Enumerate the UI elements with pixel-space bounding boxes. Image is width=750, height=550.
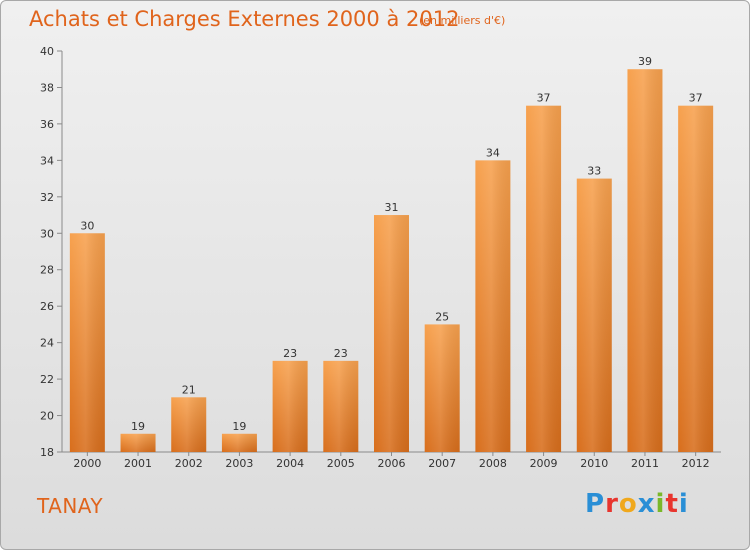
bar-shine: [576, 178, 612, 452]
bar: [171, 397, 207, 452]
x-tick-label: 2012: [682, 457, 710, 470]
bar: [475, 160, 511, 452]
data-label: 21: [182, 383, 196, 396]
data-label: 23: [283, 347, 297, 360]
bar-shine: [171, 397, 207, 452]
bar: [526, 105, 562, 452]
logo-letter: r: [605, 489, 619, 519]
y-tick-label: 30: [40, 227, 54, 240]
bar: [627, 69, 663, 453]
bar-shine: [374, 215, 409, 452]
bar-shine: [424, 324, 460, 452]
x-tick-label: 2003: [225, 457, 253, 470]
bar-shine: [323, 360, 359, 452]
bar: [576, 178, 612, 452]
logo-letter: i: [655, 489, 666, 519]
bar-shine: [526, 105, 562, 452]
data-label: 19: [232, 420, 246, 433]
y-tick-label: 38: [40, 81, 54, 94]
data-label: 19: [131, 420, 145, 433]
y-tick-label: 34: [40, 154, 54, 167]
x-tick-label: 2009: [530, 457, 558, 470]
y-tick-label: 36: [40, 118, 54, 131]
bar-shine: [475, 160, 511, 452]
x-tick-label: 2008: [479, 457, 507, 470]
x-tick-label: 2006: [378, 457, 406, 470]
x-tick-label: 2005: [327, 457, 355, 470]
data-label: 37: [537, 92, 551, 105]
x-tick-label: 2007: [428, 457, 456, 470]
axes: 18 20 22 24 26 28 30 32 34 36 38 40: [40, 45, 721, 459]
data-label: 25: [435, 310, 449, 323]
y-tick-label: 18: [40, 446, 54, 459]
x-tick-label: 2011: [631, 457, 659, 470]
y-tick-label: 26: [40, 300, 54, 313]
x-tick-label: 2010: [580, 457, 608, 470]
bar: [323, 360, 359, 452]
bar: [69, 233, 105, 452]
data-label: 31: [385, 201, 399, 214]
bar: [221, 433, 257, 452]
data-label: 34: [486, 146, 500, 159]
proxiti-logo[interactable]: Proxiti: [585, 489, 689, 519]
data-label: 33: [587, 165, 601, 178]
x-tick-label: 2000: [73, 457, 101, 470]
bar-shine: [627, 69, 663, 453]
place-name: TANAY: [37, 494, 104, 518]
bar-shine: [678, 105, 714, 452]
logo-letter: P: [585, 489, 606, 519]
y-tick-label: 22: [40, 373, 54, 386]
bar: [272, 360, 308, 452]
data-label: 39: [638, 55, 652, 68]
bar-shine: [69, 233, 105, 452]
x-tick-label: 2001: [124, 457, 152, 470]
y-tick-label: 32: [40, 191, 54, 204]
bar-shine: [120, 433, 156, 452]
logo-letter: o: [618, 489, 638, 519]
x-tick-label: 2004: [276, 457, 304, 470]
data-label: 30: [80, 219, 94, 232]
data-label: 23: [334, 347, 348, 360]
logo-letter: x: [637, 489, 656, 519]
bars: [69, 69, 714, 453]
y-tick-label: 20: [40, 410, 54, 423]
bar: [678, 105, 714, 452]
x-tick-label: 2002: [175, 457, 203, 470]
y-tick-label: 40: [40, 45, 54, 58]
bar: [120, 433, 156, 452]
bar-shine: [272, 360, 308, 452]
data-label: 37: [689, 92, 703, 105]
y-tick-label: 28: [40, 264, 54, 277]
logo-letter: t: [665, 489, 679, 519]
bar: [374, 215, 409, 452]
labels: 30 2000 19 2001 21 2002 19 2003 23 2004 23 2005 31 20…: [73, 55, 709, 470]
y-tick-label: 24: [40, 337, 54, 350]
bar-shine: [221, 433, 257, 452]
logo-letter: i: [678, 489, 689, 519]
chart-subtitle: (en milliers d'€): [419, 14, 506, 27]
chart-title: Achats et Charges Externes 2000 à 2012: [29, 7, 460, 31]
bar: [424, 324, 460, 452]
